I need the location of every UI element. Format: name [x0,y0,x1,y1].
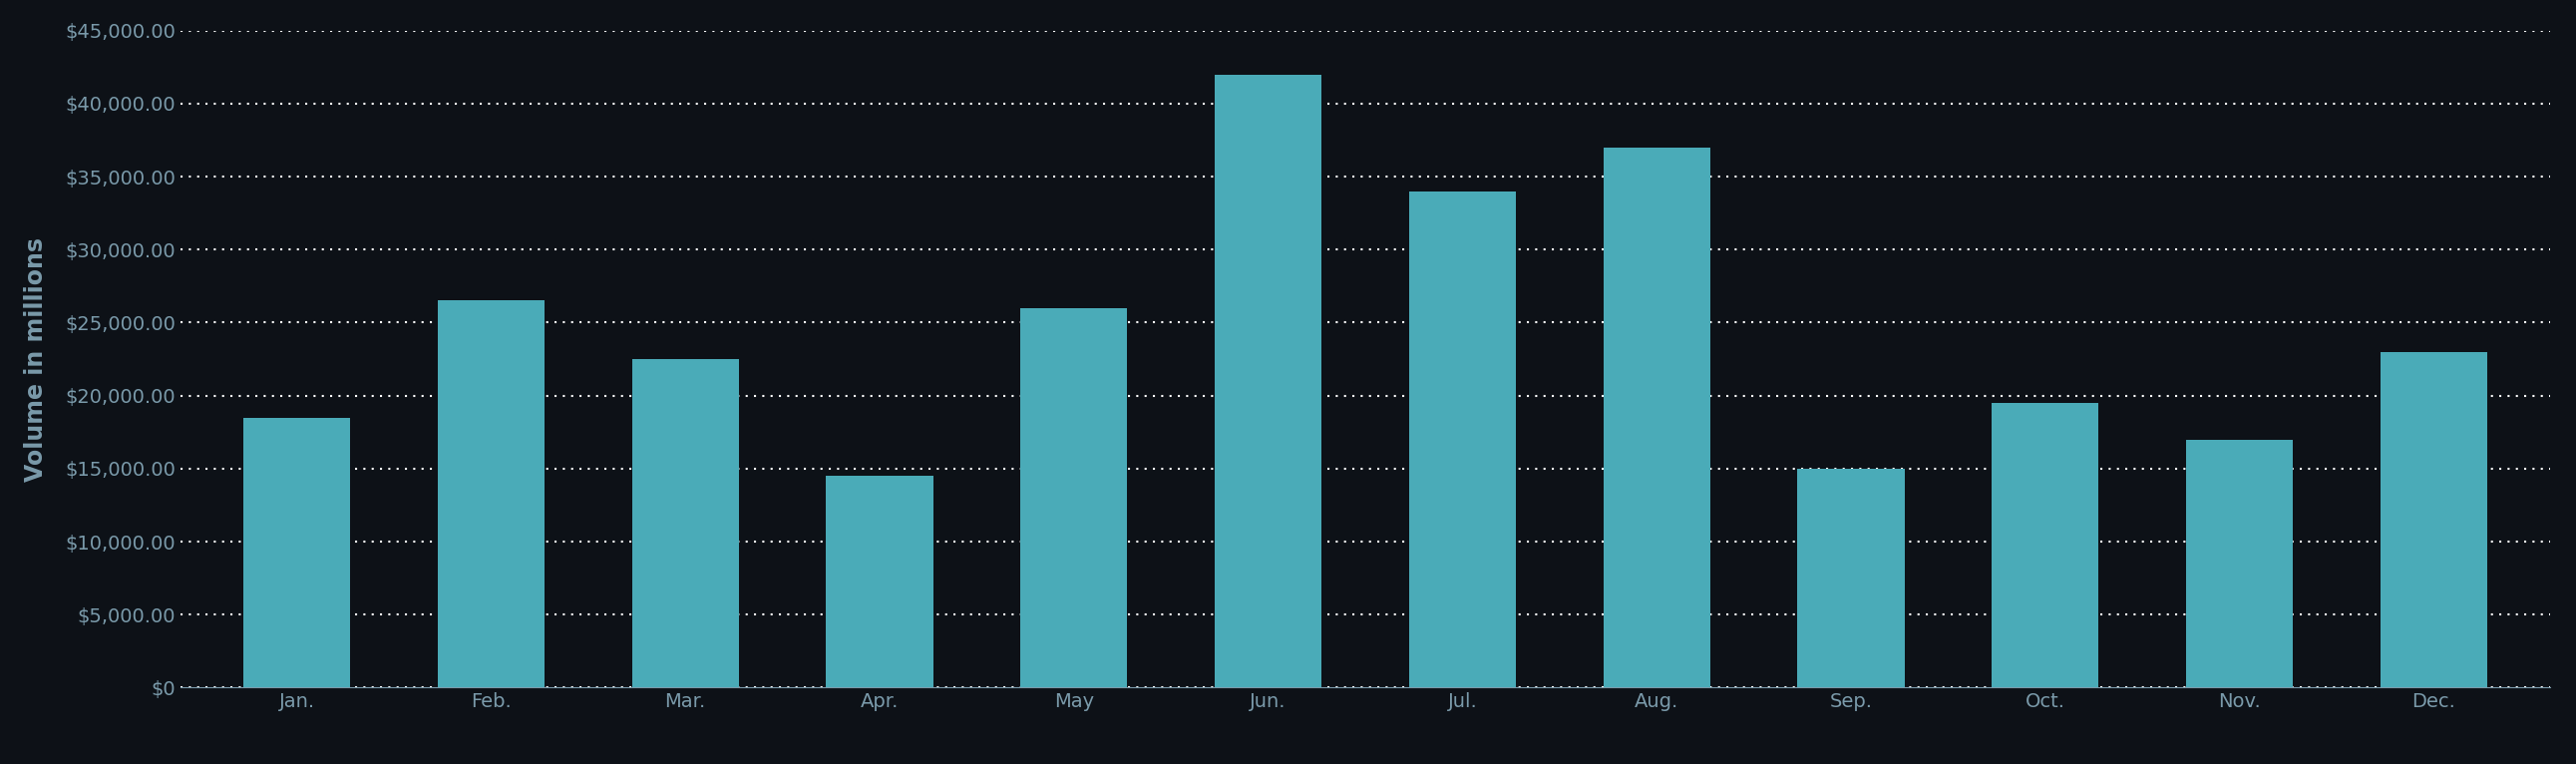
Bar [245,417,350,688]
Bar [1409,191,1515,688]
Y-axis label: Volume in millions: Volume in millions [23,237,49,481]
Bar [1216,74,1321,688]
Bar [2380,351,2486,688]
Bar [1602,147,1710,688]
Bar [2187,439,2293,688]
Bar [827,476,933,688]
Bar [631,359,739,688]
Bar [1991,403,2099,688]
Bar [1020,308,1128,688]
Bar [1798,468,1904,688]
Bar [438,301,544,688]
